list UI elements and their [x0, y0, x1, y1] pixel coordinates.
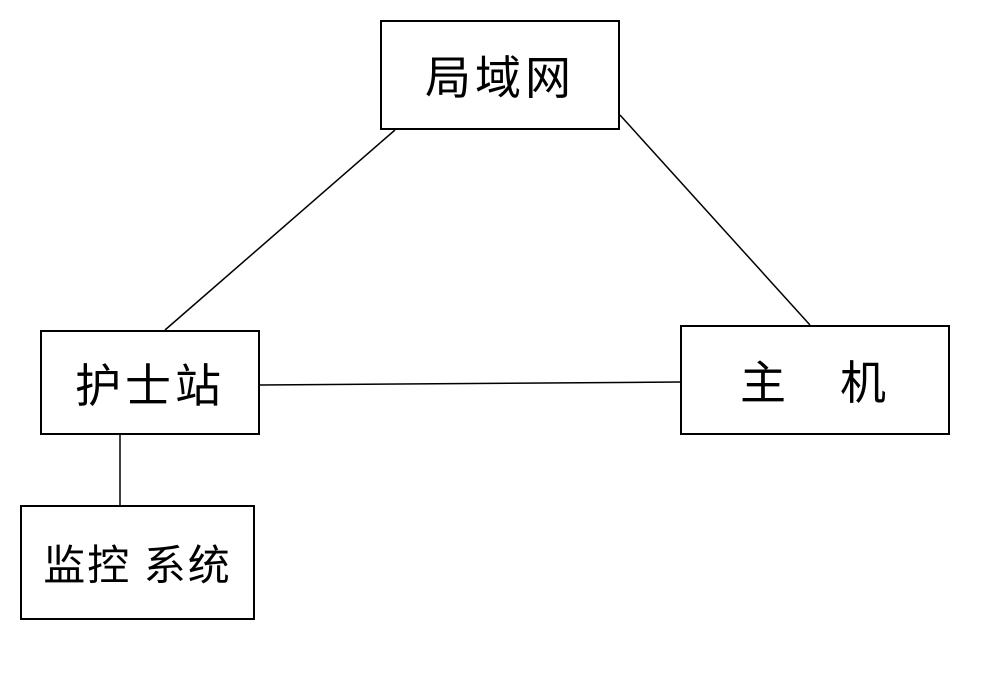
node-monitor-label: 监控 系统: [43, 532, 232, 593]
edge-lan-host: [620, 115, 810, 325]
node-nurse-station: 护士站: [40, 330, 260, 435]
node-monitor: 监控 系统: [20, 505, 255, 620]
node-host-label: 主 机: [740, 347, 890, 413]
node-nurse-station-label: 护士站: [75, 350, 225, 416]
edge-lan-nurse: [165, 130, 395, 330]
node-host: 主 机: [680, 325, 950, 435]
diagram-canvas: 局域网 护士站 主 机 监控 系统: [0, 0, 1000, 677]
node-lan: 局域网: [380, 20, 620, 130]
node-lan-label: 局域网: [425, 42, 575, 108]
edge-nurse-host: [260, 382, 680, 385]
